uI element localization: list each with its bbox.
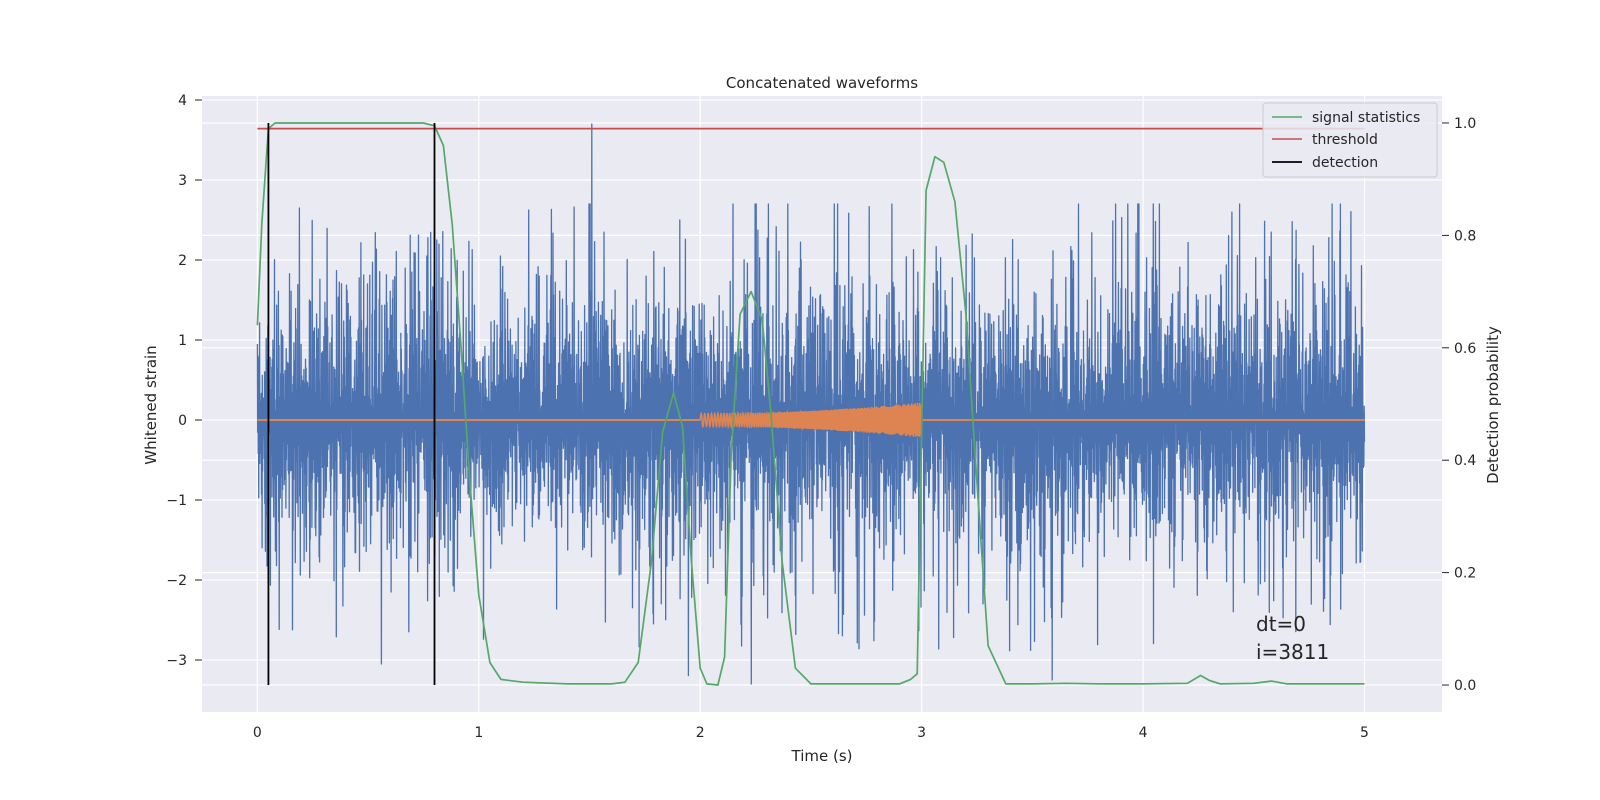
legend-box — [1262, 102, 1438, 178]
y2-tick-label: 0.2 — [1454, 566, 1476, 582]
y2-tick-label: 0.4 — [1454, 453, 1476, 469]
legend-label-threshold: threshold — [1312, 132, 1378, 148]
x-tick-label: 0 — [253, 725, 262, 741]
legend-label-detection: detection — [1312, 155, 1378, 171]
y-tick-label: 1 — [178, 333, 187, 349]
y2-tick-label: 0.8 — [1454, 228, 1476, 244]
y-tick-label: 4 — [178, 93, 187, 109]
y-tick-label: −1 — [166, 493, 187, 509]
y-tick-label: −2 — [166, 573, 187, 589]
y-tick-label: 3 — [178, 173, 187, 189]
annotation-dt: dt=0 — [1256, 612, 1306, 636]
chart-title: Concatenated waveforms — [726, 74, 918, 92]
y-tick-label: −3 — [166, 653, 187, 669]
x-tick-label: 5 — [1360, 725, 1369, 741]
x-tick-label: 2 — [696, 725, 705, 741]
series-layer — [256, 122, 1366, 686]
x-tick-label: 4 — [1139, 725, 1148, 741]
series-template-chirp — [699, 402, 923, 438]
y-tick-label: 0 — [178, 413, 187, 429]
y-tick-label: 2 — [178, 253, 187, 269]
x-tick-label: 1 — [474, 725, 483, 741]
y2-tick-label: 0.0 — [1454, 678, 1476, 694]
series-signal-statistics — [256, 122, 1365, 686]
x-axis-label: Time (s) — [791, 747, 853, 765]
x-tick-label: 3 — [917, 725, 926, 741]
y-axis-label: Whitened strain — [142, 345, 160, 464]
y2-axis-label: Detection probability — [1484, 326, 1502, 484]
y2-tick-label: 0.6 — [1454, 341, 1476, 357]
tick-labels: 0 1 2 3 4 5 −3 −2 −1 0 1 2 3 4 0.0 0.2 0.4 0.6 0.8 1.0 — [166, 93, 1476, 741]
legend: signal statistics threshold detection — [1262, 102, 1438, 178]
y2-tick-label: 1.0 — [1454, 116, 1476, 132]
annotation-index: i=3811 — [1256, 640, 1329, 664]
legend-label-signal-statistics: signal statistics — [1312, 110, 1420, 126]
